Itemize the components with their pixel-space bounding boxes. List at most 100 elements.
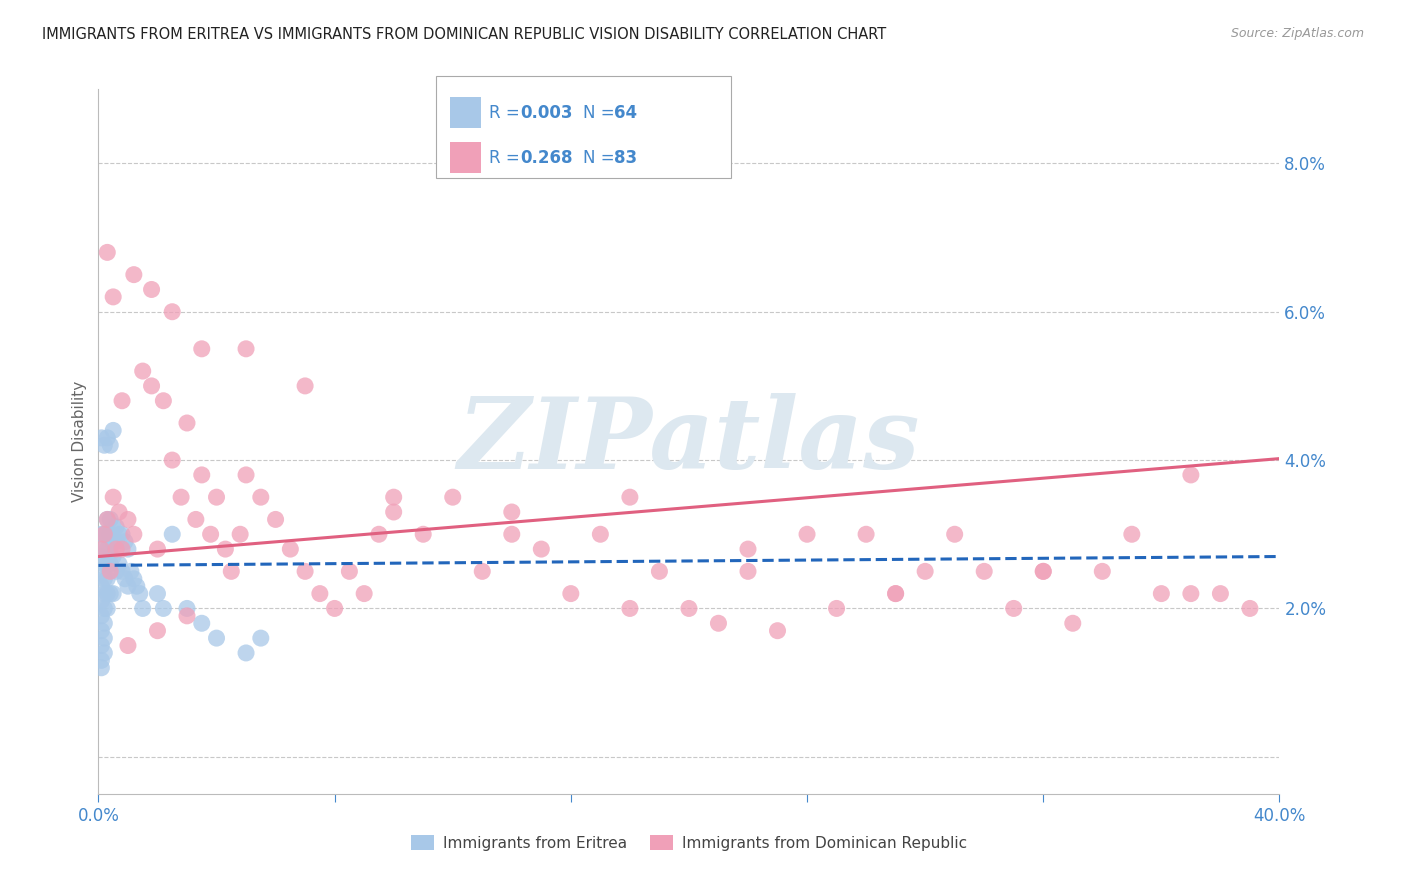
- Text: 83: 83: [614, 149, 637, 167]
- Point: [90, 549, 112, 564]
- Point: [98, 438, 121, 452]
- Point: [1032, 565, 1054, 579]
- Point: [1121, 527, 1143, 541]
- Point: [90, 624, 112, 638]
- Point: [589, 527, 612, 541]
- Point: [111, 565, 134, 579]
- Point: [117, 579, 139, 593]
- Point: [737, 565, 759, 579]
- Point: [122, 572, 145, 586]
- Point: [368, 527, 391, 541]
- Point: [1002, 601, 1025, 615]
- Point: [884, 586, 907, 600]
- Point: [125, 579, 148, 593]
- Point: [93, 542, 115, 557]
- Point: [90, 579, 112, 593]
- Point: [93, 557, 115, 571]
- Point: [96, 512, 118, 526]
- Point: [191, 342, 214, 356]
- Point: [93, 438, 115, 452]
- Point: [235, 467, 257, 482]
- Point: [90, 653, 112, 667]
- Point: [90, 431, 112, 445]
- Point: [93, 616, 115, 631]
- Point: [766, 624, 789, 638]
- Point: [1180, 586, 1202, 600]
- Point: [132, 364, 155, 378]
- Point: [176, 416, 198, 430]
- Point: [93, 527, 115, 541]
- Point: [382, 505, 405, 519]
- Point: [90, 608, 112, 623]
- Point: [1209, 586, 1232, 600]
- Point: [412, 527, 434, 541]
- Text: R =: R =: [489, 149, 520, 167]
- Point: [441, 490, 464, 504]
- Point: [105, 542, 128, 557]
- Point: [96, 586, 118, 600]
- Point: [111, 393, 134, 408]
- Point: [221, 565, 243, 579]
- Point: [1032, 565, 1054, 579]
- Point: [323, 601, 346, 615]
- Point: [471, 565, 494, 579]
- Point: [96, 245, 118, 260]
- Point: [294, 379, 316, 393]
- Point: [264, 512, 287, 526]
- Point: [855, 527, 877, 541]
- Point: [162, 527, 183, 541]
- Point: [122, 527, 145, 541]
- Text: ZIPatlas: ZIPatlas: [458, 393, 920, 490]
- Point: [96, 601, 118, 615]
- Point: [501, 527, 523, 541]
- Point: [162, 304, 183, 318]
- Point: [152, 393, 174, 408]
- Point: [96, 572, 118, 586]
- Point: [93, 527, 115, 541]
- Point: [122, 268, 145, 282]
- Point: [93, 586, 115, 600]
- Point: [103, 586, 125, 600]
- Point: [128, 586, 150, 600]
- Point: [619, 601, 641, 615]
- Point: [98, 542, 121, 557]
- Point: [96, 527, 118, 541]
- Point: [648, 565, 671, 579]
- Point: [90, 639, 112, 653]
- Point: [93, 601, 115, 615]
- Point: [339, 565, 361, 579]
- Point: [530, 542, 553, 557]
- Y-axis label: Vision Disability: Vision Disability: [72, 381, 87, 502]
- Point: [141, 379, 163, 393]
- Point: [619, 490, 641, 504]
- Point: [103, 534, 125, 549]
- Point: [235, 342, 257, 356]
- Point: [141, 283, 163, 297]
- Point: [737, 542, 759, 557]
- Text: 0.268: 0.268: [520, 149, 572, 167]
- Point: [280, 542, 302, 557]
- Point: [1150, 586, 1173, 600]
- Point: [105, 520, 128, 534]
- Point: [191, 467, 214, 482]
- Point: [214, 542, 236, 557]
- Point: [294, 565, 316, 579]
- Point: [103, 424, 125, 438]
- Point: [146, 542, 169, 557]
- Point: [90, 661, 112, 675]
- Point: [678, 601, 700, 615]
- Point: [98, 512, 121, 526]
- Point: [120, 565, 142, 579]
- Point: [943, 527, 966, 541]
- Point: [96, 542, 118, 557]
- Point: [93, 572, 115, 586]
- Point: [382, 490, 405, 504]
- Point: [103, 490, 125, 504]
- Point: [90, 594, 112, 608]
- Point: [117, 512, 139, 526]
- Point: [108, 557, 131, 571]
- Point: [103, 290, 125, 304]
- Point: [501, 505, 523, 519]
- Point: [96, 431, 118, 445]
- Text: IMMIGRANTS FROM ERITREA VS IMMIGRANTS FROM DOMINICAN REPUBLIC VISION DISABILITY : IMMIGRANTS FROM ERITREA VS IMMIGRANTS FR…: [42, 27, 886, 42]
